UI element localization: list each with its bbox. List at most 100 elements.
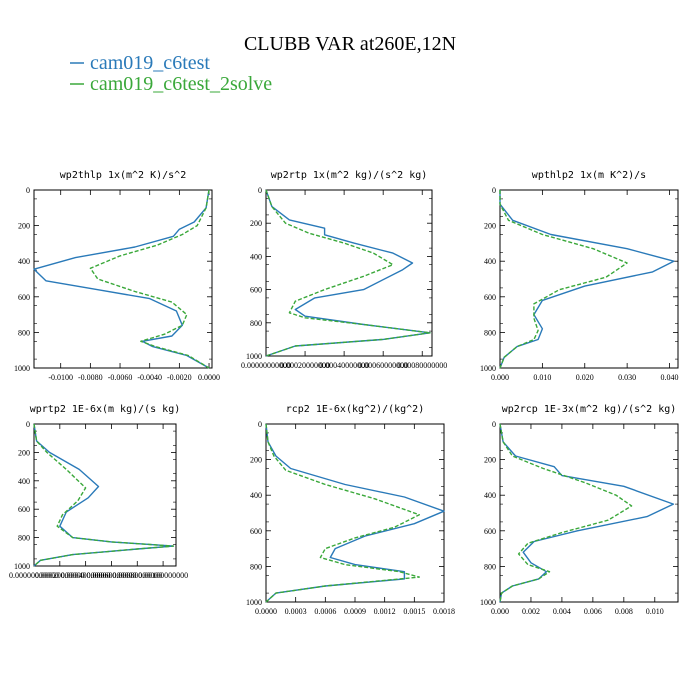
x-tick-label: 0.00020000000 [35,571,85,580]
plot-frame [33,423,177,567]
x-tick-label: -0.0020 [167,373,192,382]
panel-wp2thlp: wp2thlp 1x(m^2 K)/s^2 0 200 400 600 800 1000 -0… [14,170,220,382]
legend: cam019_c6test cam019_c6test_2solve [70,52,272,95]
panel-title: wp2thlp 1x(m^2 K)/s^2 [60,170,186,181]
x-tick-label: 0.0018 [433,607,455,616]
x-tick-label: 0.010 [533,373,551,382]
y-tick-label: 200 [484,222,496,231]
y-tick-label: 800 [250,319,262,328]
figure-title: CLUBB VAR at260E,12N [244,33,456,55]
x-tick-label: -0.0080 [78,373,103,382]
y-tick-label: 600 [484,293,496,302]
legend-label-1: cam019_c6test [90,52,210,74]
panel-title: wp2rtp 1x(m^2 kg)/(s^2 kg) [271,170,428,181]
y-tick-label: 1000 [14,364,30,373]
y-tick-label: 1000 [480,598,496,607]
x-tick-label: 0.0006 [314,607,336,616]
panel-wpthlp2: wpthlp2 1x(m K^2)/s 0 200 400 600 800 10000.00… [480,170,679,382]
x-tick-label: 0.00000000000 [241,361,291,370]
y-tick-label: 0 [492,186,496,195]
x-tick-label: 0.0000 [255,607,277,616]
x-tick-label: 0.000 [491,373,509,382]
y-tick-label: 0 [258,420,262,429]
y-tick-label: 200 [484,456,496,465]
x-tick-label: 0.010 [646,607,664,616]
x-tick-label: 0.00100000000 [138,571,188,580]
x-tick-label: 0.040 [661,373,679,382]
y-tick-label: 600 [18,505,30,514]
series-line-1 [33,189,210,369]
series-line-2 [499,423,633,603]
y-tick-label: 400 [18,477,30,486]
y-tick-label: 800 [18,328,30,337]
panel-wp2rcp: wp2rcp 1E-3x(m^2 kg)/(s^2 kg) 0 200 400 600 8… [480,404,679,616]
x-tick-label: 0.00080000000 [112,571,162,580]
y-tick-label: 1000 [246,352,262,361]
series-line-2 [265,423,420,603]
y-tick-label: 1000 [480,364,496,373]
y-tick-label: 200 [18,448,30,457]
y-tick-label: 1000 [246,598,262,607]
y-tick-label: 800 [250,562,262,571]
x-tick-label: 0.00040000000 [61,571,111,580]
y-tick-label: 200 [250,456,262,465]
series-line-2 [499,190,628,369]
series-line-1 [33,423,175,567]
panel-title: wp2rcp 1E-3x(m^2 kg)/(s^2 kg) [502,404,677,415]
y-tick-label: 400 [250,491,262,500]
y-tick-label: 200 [250,219,262,228]
y-tick-label: 400 [18,257,30,266]
y-tick-label: 600 [250,286,262,295]
plot-frame [265,189,433,357]
x-tick-label: 0.000 [491,607,509,616]
x-tick-label: 0.0000 [198,373,220,382]
x-tick-label: 0.00080000000 [397,361,447,370]
panel-wp2rtp: wp2rtp 1x(m^2 kg)/(s^2 kg) 0 200 400 600 800 1… [241,170,447,370]
x-tick-label: 0.0012 [374,607,396,616]
x-tick-label: 0.00020000000 [280,361,330,370]
y-tick-label: 0 [492,420,496,429]
series-line-1 [499,423,675,603]
y-tick-label: 0 [26,186,30,195]
series-line-1 [499,190,675,369]
x-tick-label: -0.0040 [137,373,162,382]
x-tick-label: 0.0015 [403,607,425,616]
x-tick-label: 0.020 [576,373,594,382]
y-tick-label: 0 [26,420,30,429]
panel-title: wpthlp2 1x(m K^2)/s [532,170,646,181]
x-tick-label: 0.008 [615,607,633,616]
y-tick-label: 600 [484,527,496,536]
x-tick-label: -0.0060 [108,373,133,382]
panel-rcp2: rcp2 1E-6x(kg^2)/(kg^2) 0 200 400 600 800 1000… [246,404,455,616]
x-tick-label: 0.00060000000 [86,571,136,580]
legend-entry-1: cam019_c6test [70,52,210,74]
series-line-2 [265,189,431,357]
panel-title: rcp2 1E-6x(kg^2)/(kg^2) [286,404,424,415]
plot-frame [499,423,679,603]
y-tick-label: 200 [18,222,30,231]
series-line-2 [89,189,210,369]
y-tick-label: 1000 [14,562,30,571]
y-tick-label: 600 [18,293,30,302]
x-tick-label: 0.030 [618,373,636,382]
series-line-2 [33,423,175,567]
plot-frame [265,423,445,603]
plot-frame [499,189,679,369]
legend-entry-2: cam019_c6test_2solve [70,73,272,95]
y-tick-label: 800 [18,534,30,543]
x-tick-label: -0.0100 [48,373,73,382]
panel-wprtp2: wprtp2 1E-6x(m kg)/(s kg)0 200 400 600 800 10… [9,404,188,580]
x-tick-label: 0.004 [553,607,571,616]
y-tick-label: 600 [250,527,262,536]
y-tick-label: 800 [484,328,496,337]
x-tick-label: 0.002 [522,607,540,616]
series-line-1 [265,423,445,603]
y-tick-label: 0 [258,186,262,195]
x-tick-label: 0.00000000000 [9,571,59,580]
y-tick-label: 400 [250,252,262,261]
x-tick-label: 0.0009 [344,607,366,616]
legend-label-2: cam019_c6test_2solve [90,73,272,95]
x-tick-label: 0.00040000000 [319,361,369,370]
series-line-1 [265,189,431,357]
